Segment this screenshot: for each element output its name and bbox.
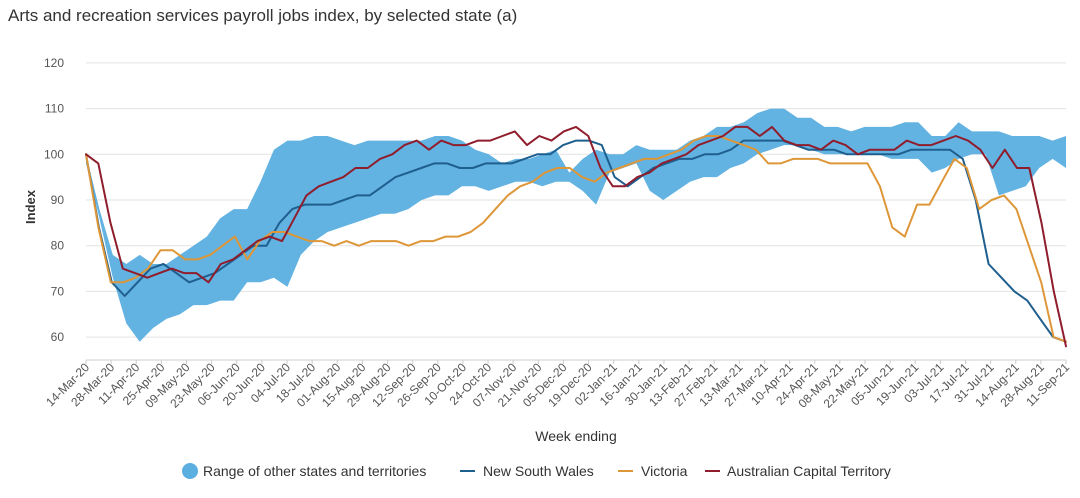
legend-label-act: Australian Capital Territory [727,463,891,479]
y-tick-label: 100 [44,147,64,161]
y-tick-label: 80 [51,239,65,253]
x-axis-title: Week ending [535,428,616,444]
series-line-2 [85,125,1067,348]
chart-title: Arts and recreation services payroll job… [8,6,518,25]
series-line-1 [85,135,1067,343]
y-tick-label: 70 [51,284,65,298]
series-line-0 [85,139,1067,343]
legend-label-nsw: New South Wales [483,463,594,479]
range-band-area [86,108,1066,342]
y-tick-label: 110 [45,102,64,116]
gridlines [86,62,1066,338]
legend-swatch-range-band [182,463,198,479]
axes: Week ending Index 6070809010011012014-Ma… [23,56,1072,444]
y-axis-title: Index [23,189,38,224]
range-band-layer [86,108,1066,342]
legend: Range of other states and territories Ne… [182,463,891,479]
y-tick-label: 120 [44,56,64,70]
legend-label-vic: Victoria [641,463,688,479]
y-tick-label: 60 [51,330,65,344]
series-lines [85,125,1067,348]
y-tick-label: 90 [51,193,65,207]
legend-label-range-band: Range of other states and territories [203,463,426,479]
